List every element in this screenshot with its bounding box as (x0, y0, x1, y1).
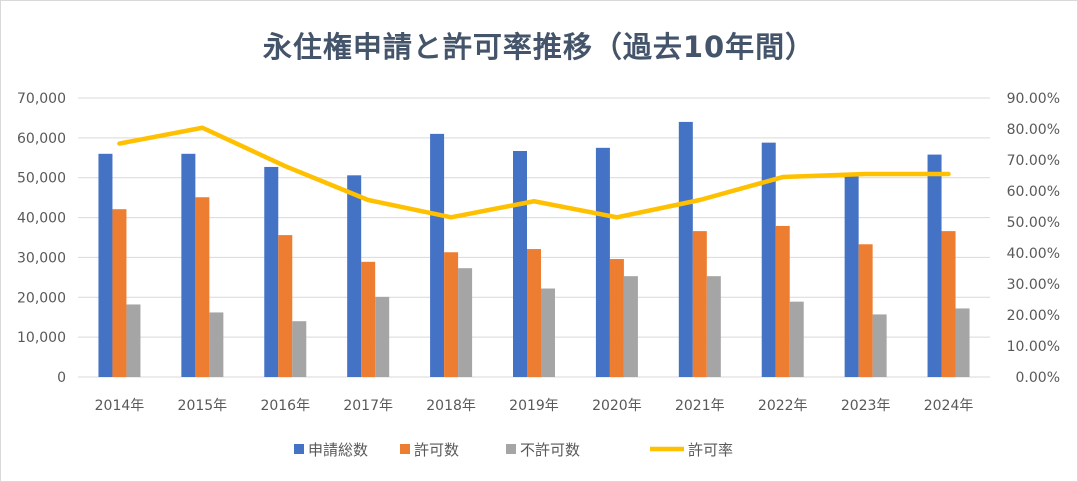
x-tick-label: 2022年 (758, 398, 808, 414)
x-tick-label: 2019年 (509, 398, 559, 414)
bar-approvals (609, 259, 624, 377)
legend-swatch (506, 444, 516, 454)
rate-line (117, 125, 951, 220)
bar-approvals (444, 252, 459, 377)
bar-rejections (375, 296, 390, 377)
y-left-tick-label: 70,000 (17, 91, 66, 107)
x-tick-label: 2018年 (426, 398, 476, 414)
bar-approvals (195, 197, 210, 377)
bar-approvals (361, 261, 376, 377)
x-tick-label: 2021年 (675, 398, 725, 414)
bar-approvals (692, 231, 707, 377)
axis-layer: 0 10,000 20,000 30,000 40,000 50,000 60,000 70,… (17, 91, 1060, 414)
bar-rejections (458, 268, 473, 377)
bar-applications (264, 166, 279, 377)
y-left-tick-label: 0 (57, 370, 66, 386)
x-tick-label: 2015年 (178, 398, 228, 414)
legend-label: 不許可数 (520, 441, 580, 459)
bar-applications (761, 142, 776, 377)
bar-applications (98, 153, 113, 377)
x-tick-label: 2016年 (260, 398, 310, 414)
y-right-tick-label: 0.00% (1016, 370, 1060, 386)
bar-rejections (126, 304, 141, 377)
chart-title: 永住権申請と許可率推移（過去10年間） (262, 30, 816, 64)
x-tick-label: 2014年 (95, 398, 145, 414)
bar-applications (678, 121, 693, 378)
bar-rejections (706, 276, 721, 377)
bars-layer (98, 121, 970, 378)
legend-swatch (400, 444, 410, 454)
bar-rejections (955, 308, 970, 377)
bar-approvals (941, 231, 956, 377)
bar-applications (595, 147, 610, 377)
y-right-tick-label: 20.00% (1007, 308, 1060, 324)
bar-approvals (112, 209, 127, 377)
x-tick-label: 2023年 (841, 398, 891, 414)
x-tick-label: 2017年 (343, 398, 393, 414)
bar-rejections (623, 276, 638, 377)
bar-rejections (541, 288, 555, 377)
y-right-tick-label: 50.00% (1007, 215, 1060, 231)
x-tick-label: 2020年 (592, 398, 642, 414)
legend-swatch (294, 444, 304, 454)
legend-label: 許可率 (688, 441, 733, 459)
y-left-tick-label: 10,000 (17, 330, 66, 346)
y-right-tick-label: 70.00% (1007, 153, 1060, 169)
bar-rejections (789, 301, 804, 377)
bar-applications (844, 173, 859, 377)
y-right-tick-label: 80.00% (1007, 122, 1060, 138)
bar-approvals (775, 225, 790, 377)
bar-applications (347, 175, 362, 377)
bar-applications (430, 133, 445, 377)
bar-rejections (292, 321, 307, 377)
line-layer (117, 125, 951, 220)
bar-approvals (278, 235, 293, 377)
y-right-tick-label: 90.00% (1007, 91, 1060, 107)
y-right-tick-label: 30.00% (1007, 277, 1060, 293)
y-left-tick-label: 40,000 (17, 211, 66, 227)
y-right-tick-label: 10.00% (1007, 339, 1060, 355)
x-tick-label: 2024年 (924, 398, 974, 414)
y-left-tick-label: 20,000 (17, 290, 66, 306)
bar-rejections (872, 314, 887, 377)
bar-applications (927, 154, 942, 377)
bar-applications (181, 153, 196, 377)
y-right-tick-label: 40.00% (1007, 246, 1060, 262)
y-left-tick-label: 50,000 (17, 171, 66, 187)
bar-approvals (858, 244, 873, 377)
y-left-tick-label: 30,000 (17, 250, 66, 266)
bar-applications (513, 151, 527, 377)
bar-approvals (527, 249, 541, 377)
legend-label: 許可数 (414, 441, 459, 459)
y-left-tick-label: 60,000 (17, 131, 66, 147)
legend-layer: 申請総数 許可数 不許可数 許可率 (294, 441, 733, 459)
bar-rejections (209, 312, 224, 377)
y-right-tick-label: 60.00% (1007, 184, 1060, 200)
legend-label: 申請総数 (308, 441, 368, 459)
